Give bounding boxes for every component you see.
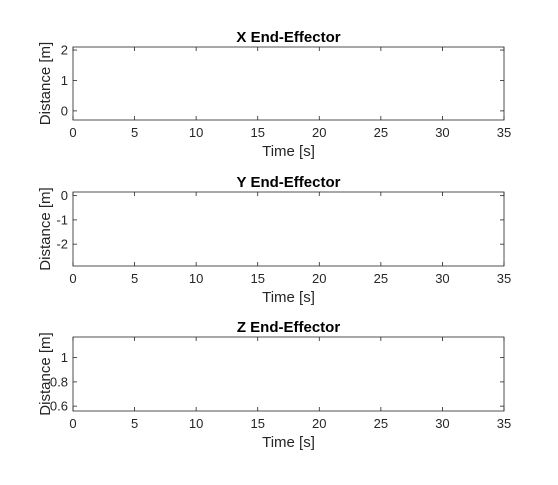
x-plot-title: X End-Effector (236, 29, 340, 46)
z-x-tick-label: 15 (250, 416, 264, 431)
z-x-tick-label: 35 (497, 416, 511, 431)
y-x-axis-label: Time [s] (262, 289, 315, 306)
z-axes-box (72, 336, 505, 412)
y-x-tick-label: 0 (69, 271, 76, 286)
z-plot-title: Z End-Effector (237, 319, 340, 336)
x-y-tick-label: 1 (61, 73, 68, 88)
z-x-tick-label: 25 (374, 416, 388, 431)
x-x-tick-label: 35 (497, 125, 511, 140)
z-x-tick-label: 20 (312, 416, 326, 431)
y-axes-box (72, 191, 505, 267)
z-x-tick-label: 10 (189, 416, 203, 431)
y-y-tick-label: -2 (56, 237, 68, 252)
y-x-tick-label: 10 (189, 271, 203, 286)
z-end-effector-plot: 0 5 10 15 20 25 30 35 0.6 0.8 1 Z End-Effector Time … (37, 319, 511, 451)
x-x-tick-label: 20 (312, 125, 326, 140)
x-y-axis-label: Distance [m] (37, 42, 54, 125)
x-x-tick-label: 0 (69, 125, 76, 140)
y-x-tick-label: 30 (435, 271, 449, 286)
z-x-tick-label: 0 (69, 416, 76, 431)
x-x-tick-label: 10 (189, 125, 203, 140)
y-y-axis-label: Distance [m] (37, 187, 54, 270)
x-y-tick-label: 2 (61, 43, 68, 58)
z-x-tick-label: 30 (435, 416, 449, 431)
x-x-tick-label: 25 (374, 125, 388, 140)
y-end-effector-plot: 0 5 10 15 20 25 30 35 0 -1 -2 Y End-Effector Time [s… (37, 174, 511, 306)
x-y-tick-label: 0 (61, 103, 68, 118)
z-y-tick-label: 1 (61, 350, 68, 365)
z-y-tick-label: 0.8 (50, 374, 68, 389)
y-x-tick-label: 25 (374, 271, 388, 286)
y-y-tick-label: 0 (61, 188, 68, 203)
y-plot-title: Y End-Effector (237, 174, 341, 191)
z-y-axis-label: Distance [m] (37, 332, 54, 415)
z-x-axis-label: Time [s] (262, 434, 315, 451)
x-end-effector-plot: 0 5 10 15 20 25 30 35 0 1 2 X End-Effector Time [s] D… (37, 29, 511, 160)
y-x-tick-label: 35 (497, 271, 511, 286)
x-axes-box (72, 46, 505, 121)
z-x-tick-label: 5 (131, 416, 138, 431)
y-x-tick-label: 5 (131, 271, 138, 286)
x-x-tick-label: 5 (131, 125, 138, 140)
x-x-tick-label: 15 (250, 125, 264, 140)
y-y-tick-label: -1 (56, 212, 68, 227)
y-x-tick-label: 15 (250, 271, 264, 286)
x-x-axis-label: Time [s] (262, 143, 315, 160)
y-x-tick-label: 20 (312, 271, 326, 286)
z-y-tick-label: 0.6 (50, 399, 68, 414)
x-x-tick-label: 30 (435, 125, 449, 140)
